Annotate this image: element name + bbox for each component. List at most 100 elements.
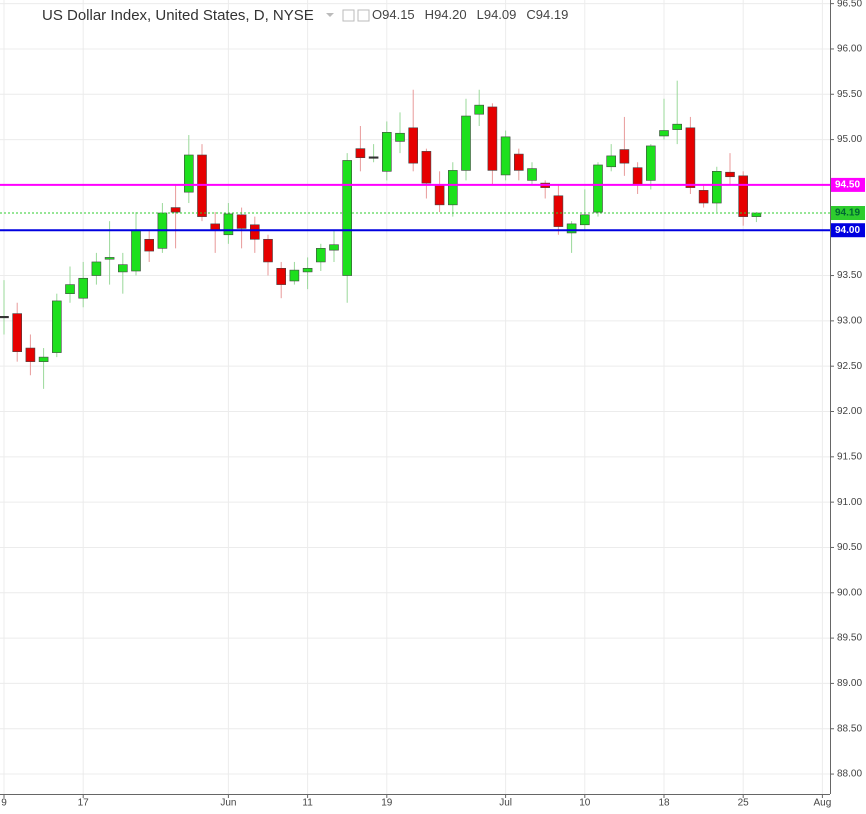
ohlc-value: 94.19 bbox=[536, 7, 569, 22]
y-tick-label: 89.50 bbox=[837, 633, 862, 644]
x-tick-label: 10 bbox=[579, 798, 591, 809]
candle-body bbox=[0, 316, 9, 319]
candle-body bbox=[527, 168, 537, 181]
y-tick-label: 93.00 bbox=[837, 316, 862, 327]
candle-body bbox=[434, 184, 445, 206]
level-label: 94.19 bbox=[835, 208, 860, 219]
ohlc-value: 94.20 bbox=[434, 7, 467, 22]
candle-body bbox=[289, 269, 300, 282]
candle-body bbox=[170, 207, 181, 213]
candle-body bbox=[711, 171, 722, 204]
settings-icon[interactable] bbox=[357, 9, 370, 22]
candle-body bbox=[315, 248, 326, 263]
y-tick-label: 91.00 bbox=[837, 497, 862, 508]
ohlc-key: O bbox=[372, 7, 382, 22]
candle-body bbox=[659, 130, 669, 137]
level-label-bg bbox=[831, 223, 865, 238]
ohlc-value: 94.09 bbox=[484, 7, 517, 22]
candle-body bbox=[12, 313, 22, 352]
candle-body bbox=[725, 171, 735, 178]
ohlc-value: 94.15 bbox=[382, 7, 415, 22]
candle-body bbox=[131, 229, 141, 272]
level-label: 94.50 bbox=[835, 180, 860, 191]
y-tick-label: 96.50 bbox=[837, 0, 862, 9]
y-tick-label: 89.00 bbox=[837, 678, 862, 689]
y-tick-label: 91.50 bbox=[837, 451, 862, 462]
candle-body bbox=[500, 136, 511, 176]
candle-body bbox=[184, 154, 194, 193]
candle-body bbox=[38, 356, 49, 362]
candle-body bbox=[474, 104, 485, 115]
x-tick-label: Jun bbox=[220, 798, 236, 809]
candle-body bbox=[355, 148, 366, 159]
x-tick-label: 25 bbox=[738, 798, 750, 809]
x-tick-label: 17 bbox=[78, 798, 90, 809]
candle-body bbox=[263, 238, 273, 263]
candle-body bbox=[65, 284, 75, 294]
candle-body bbox=[553, 195, 564, 227]
candle-body bbox=[685, 127, 696, 188]
candle-body bbox=[223, 213, 234, 236]
candle-body bbox=[302, 267, 313, 273]
y-tick-label: 93.50 bbox=[837, 270, 862, 281]
y-tick-label: 95.50 bbox=[837, 89, 862, 100]
candle-body bbox=[672, 123, 683, 130]
candle-body bbox=[619, 149, 630, 164]
candle-body bbox=[513, 153, 524, 171]
y-tick-label: 95.00 bbox=[837, 134, 862, 145]
candle-body bbox=[579, 214, 590, 226]
candle-body bbox=[395, 132, 405, 142]
y-tick-label: 92.00 bbox=[837, 406, 862, 417]
candle-body bbox=[25, 347, 36, 362]
candle-body bbox=[566, 223, 577, 234]
candle-body bbox=[368, 156, 379, 159]
candle-body bbox=[342, 160, 353, 276]
eye-icon[interactable] bbox=[342, 9, 355, 22]
candle-body bbox=[645, 145, 656, 181]
grid bbox=[0, 0, 830, 794]
candle-body bbox=[51, 300, 62, 353]
candle-body bbox=[78, 277, 88, 299]
candle-body bbox=[606, 155, 617, 168]
x-tick-label: Jul bbox=[499, 798, 512, 809]
x-tick-label: 11 bbox=[302, 798, 313, 809]
candle-body bbox=[408, 127, 419, 164]
ohlc-legend: O94.15 H94.20 L94.09 C94.19 bbox=[372, 7, 568, 22]
candle-body bbox=[104, 257, 115, 260]
candle-body bbox=[91, 261, 102, 276]
level-label: 94.00 bbox=[835, 225, 860, 236]
y-tick-label: 88.00 bbox=[837, 769, 862, 780]
candle-body bbox=[236, 214, 247, 229]
candle-body bbox=[751, 212, 762, 217]
candle-body bbox=[593, 164, 603, 213]
ohlc-key: C bbox=[526, 7, 535, 22]
candle-body bbox=[381, 132, 392, 172]
y-tick-label: 96.00 bbox=[837, 44, 862, 55]
legend-icons[interactable] bbox=[326, 9, 370, 22]
candle-body bbox=[632, 167, 643, 186]
y-tick-label: 90.50 bbox=[837, 542, 862, 553]
y-tick-label: 88.50 bbox=[837, 723, 862, 734]
candle-body bbox=[461, 115, 471, 171]
x-tick-label: 19 bbox=[381, 798, 393, 809]
x-tick-label: 18 bbox=[658, 798, 670, 809]
chart-title: US Dollar Index, United States, D, NYSE bbox=[42, 7, 314, 24]
candle-body bbox=[487, 106, 498, 171]
y-tick-label: 92.50 bbox=[837, 361, 862, 372]
ohlc-key: H bbox=[425, 7, 434, 22]
candle-body bbox=[447, 170, 458, 206]
x-tick-label: Aug bbox=[814, 798, 832, 809]
ohlc-key: L bbox=[477, 7, 484, 22]
level-label-bg bbox=[831, 206, 865, 221]
x-tick-label: 9 bbox=[1, 798, 7, 809]
candle-body bbox=[144, 238, 154, 252]
candle-body bbox=[118, 264, 128, 273]
candle-body bbox=[329, 244, 339, 251]
candle-body bbox=[738, 175, 749, 217]
candle-body bbox=[421, 151, 432, 184]
candle-body bbox=[276, 267, 287, 285]
candle-body bbox=[698, 190, 709, 204]
dropdown-icon[interactable] bbox=[326, 13, 334, 17]
level-label-bg bbox=[831, 177, 865, 192]
